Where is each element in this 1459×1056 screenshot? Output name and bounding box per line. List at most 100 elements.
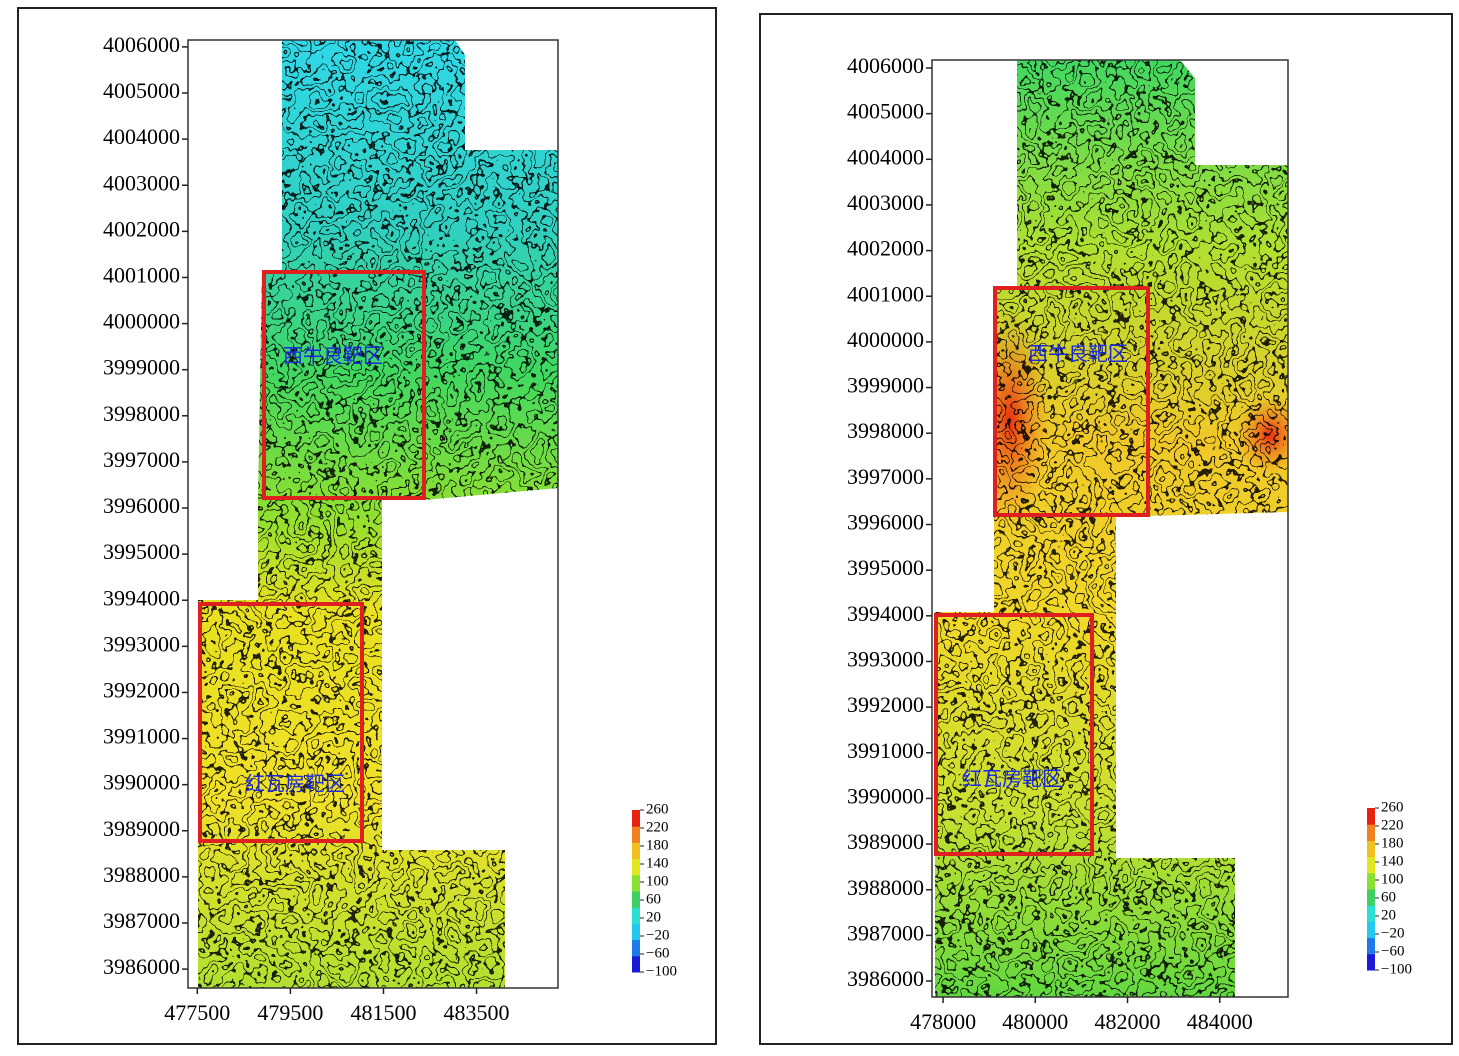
y-tick-label: 3992000 xyxy=(847,692,924,717)
contour-field xyxy=(935,60,1288,997)
y-tick-label: 3992000 xyxy=(103,677,180,702)
y-tick-label: 3988000 xyxy=(847,875,924,900)
colorbar-swatch xyxy=(1367,889,1375,906)
y-tick-label: 3995000 xyxy=(103,539,180,564)
colorbar-swatch xyxy=(1367,872,1375,890)
y-tick-label: 3997000 xyxy=(847,464,924,489)
y-tick-label: 3993000 xyxy=(847,647,924,672)
colorbar-label: −20 xyxy=(1381,925,1404,941)
colorbar-label: 100 xyxy=(646,873,669,889)
x-tick-label: 483500 xyxy=(444,1000,510,1025)
colorbar-label: 220 xyxy=(646,819,669,835)
plot-frame xyxy=(931,59,1289,998)
contour-field xyxy=(198,40,558,988)
x-tick-label: 479500 xyxy=(257,1000,323,1025)
colorbar-swatch xyxy=(632,810,640,827)
y-tick-label: 3989000 xyxy=(103,816,180,841)
colorbar-label: 60 xyxy=(646,891,661,907)
colorbar-swatch xyxy=(1367,824,1375,841)
annotation: 西牛良靶区 xyxy=(1028,342,1128,366)
plot-frame xyxy=(187,39,559,989)
colorbar-label: 140 xyxy=(646,855,669,871)
colorbar-swatch xyxy=(1367,953,1375,971)
colorbar-swatch xyxy=(632,891,640,908)
y-tick-label: 4001000 xyxy=(103,263,180,288)
y-tick-label: 3986000 xyxy=(103,954,180,979)
colorbar-swatch xyxy=(1367,921,1375,939)
colorbar-label: 220 xyxy=(1381,817,1404,833)
y-tick-label: 3994000 xyxy=(847,601,924,626)
y-tick-label: 3994000 xyxy=(103,585,180,610)
x-tick-label: 478000 xyxy=(910,1009,976,1034)
target-box xyxy=(198,270,1150,856)
colorbar-swatch xyxy=(632,923,640,941)
y-tick-label: 4004000 xyxy=(103,124,180,149)
y-tick-label: 4003000 xyxy=(103,170,180,195)
y-tick-label: 4002000 xyxy=(847,236,924,261)
colorbar-label: 140 xyxy=(1381,853,1404,869)
y-tick-label: 3991000 xyxy=(847,738,924,763)
y-tick-label: 3997000 xyxy=(103,447,180,472)
annotation: 红瓦房靶区 xyxy=(962,767,1062,791)
colorbar-label: 180 xyxy=(1381,835,1404,851)
colorbar-swatch xyxy=(632,826,640,843)
colorbar-swatch xyxy=(1367,937,1375,955)
y-tick-label: 3993000 xyxy=(103,631,180,656)
annotation: 西牛良靶区 xyxy=(283,344,383,368)
colorbar-swatch xyxy=(632,842,640,860)
x-tick-label: 480000 xyxy=(1002,1009,1068,1034)
x-tick-label: 481500 xyxy=(350,1000,416,1025)
colorbar-label: 20 xyxy=(1381,907,1396,923)
y-tick-label: 3987000 xyxy=(847,920,924,945)
annotation: 红瓦房靶区 xyxy=(245,772,345,796)
y-tick-label: 4006000 xyxy=(847,53,924,78)
y-tick-label: 4004000 xyxy=(847,144,924,169)
y-tick-label: 3996000 xyxy=(103,493,180,518)
y-tick-label: 3999000 xyxy=(103,355,180,380)
colorbar-label: 260 xyxy=(1381,799,1404,815)
y-tick-label: 4000000 xyxy=(847,327,924,352)
y-tick-label: 3987000 xyxy=(103,908,180,933)
y-tick-label: 4003000 xyxy=(847,190,924,215)
colorbar-swatch xyxy=(632,874,640,892)
panel-frame xyxy=(17,7,717,1045)
colorbar-label: −60 xyxy=(646,945,669,961)
colorbar-label: 100 xyxy=(1381,871,1404,887)
y-tick-label: 3986000 xyxy=(847,966,924,991)
y-tick-label: 3996000 xyxy=(847,510,924,535)
y-tick-label: 3999000 xyxy=(847,373,924,398)
y-tick-label: 3989000 xyxy=(847,829,924,854)
y-tick-label: 4000000 xyxy=(103,309,180,334)
y-tick-label: 3990000 xyxy=(847,783,924,808)
y-tick-label: 3988000 xyxy=(103,862,180,887)
colorbar-label: −100 xyxy=(1381,961,1412,977)
colorbar-swatch xyxy=(632,939,640,957)
panel-frame xyxy=(759,13,1453,1045)
colorbar-swatch xyxy=(1367,856,1375,874)
colorbar-label: 180 xyxy=(646,837,669,853)
colorbar-swatch xyxy=(1367,808,1375,825)
colorbar-label: −20 xyxy=(646,927,669,943)
x-tick-label: 482000 xyxy=(1095,1009,1161,1034)
colorbar-swatch xyxy=(1367,905,1375,922)
colorbar-swatch xyxy=(1367,840,1375,858)
x-tick-label: 484000 xyxy=(1187,1009,1253,1034)
colorbar-swatch xyxy=(632,858,640,876)
y-tick-label: 3995000 xyxy=(847,555,924,580)
colorbar-label: −60 xyxy=(1381,943,1404,959)
colorbar-label: 20 xyxy=(646,909,661,925)
colorbar-label: 260 xyxy=(646,801,669,817)
y-tick-label: 3998000 xyxy=(103,401,180,426)
y-tick-label: 4006000 xyxy=(103,32,180,57)
y-tick-label: 4001000 xyxy=(847,281,924,306)
colorbar-swatch xyxy=(632,955,640,973)
y-tick-label: 3998000 xyxy=(847,418,924,443)
y-tick-label: 4005000 xyxy=(847,99,924,124)
colorbar-swatch xyxy=(632,907,640,924)
colorbar-label: −100 xyxy=(646,963,677,979)
y-tick-label: 4005000 xyxy=(103,78,180,103)
colorbar-label: 60 xyxy=(1381,889,1396,905)
y-tick-label: 3991000 xyxy=(103,724,180,749)
x-tick-label: 477500 xyxy=(164,1000,230,1025)
